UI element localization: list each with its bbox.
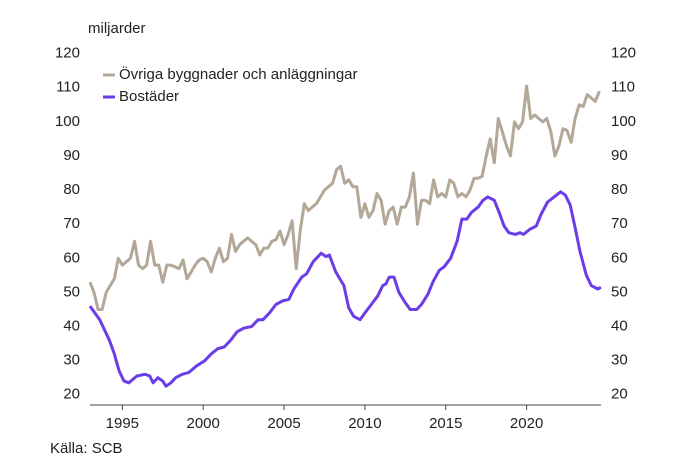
y2-tick-label: 80	[611, 181, 628, 198]
y-tick-label: 120	[55, 45, 80, 62]
y-tick-label: 110	[56, 79, 80, 96]
x-tick-label: 1995	[106, 415, 139, 432]
y2-tick-label: 60	[611, 249, 628, 266]
y-axis-label: miljarder	[88, 20, 146, 37]
y2-tick-label: 90	[611, 147, 628, 164]
y2-tick-label: 20	[611, 386, 628, 403]
x-tick-label: 2000	[187, 415, 220, 432]
y-tick-label: 100	[55, 113, 80, 130]
x-tick-label: 2005	[267, 415, 300, 432]
x-tick-label: 2015	[429, 415, 462, 432]
y-tick-label: 30	[63, 352, 80, 369]
x-tick-label: 2020	[510, 415, 543, 432]
y2-tick-label: 70	[611, 215, 628, 232]
y-tick-label: 50	[63, 283, 80, 300]
y-tick-label: 40	[63, 318, 80, 335]
y-tick-label: 80	[63, 181, 80, 198]
source: Källa: SCB	[50, 440, 123, 457]
legend-label: Övriga byggnader och anläggningar	[119, 65, 358, 83]
x-tick-label: 2010	[348, 415, 381, 432]
y-tick-label: 90	[63, 147, 80, 164]
y-tick-label: 70	[63, 215, 80, 232]
y2-tick-label: 40	[611, 318, 628, 335]
y2-tick-label: 100	[611, 113, 636, 130]
y2-tick-label: 120	[611, 45, 636, 62]
y-tick-label: 20	[63, 386, 80, 403]
y-tick-label: 60	[63, 249, 80, 266]
legend-label: Bostäder	[119, 88, 179, 105]
y2-tick-label: 50	[611, 283, 628, 300]
y2-tick-label: 30	[611, 352, 628, 369]
line	[88, 190, 602, 388]
y2-tick-label: 110	[611, 79, 635, 96]
line	[88, 84, 601, 311]
